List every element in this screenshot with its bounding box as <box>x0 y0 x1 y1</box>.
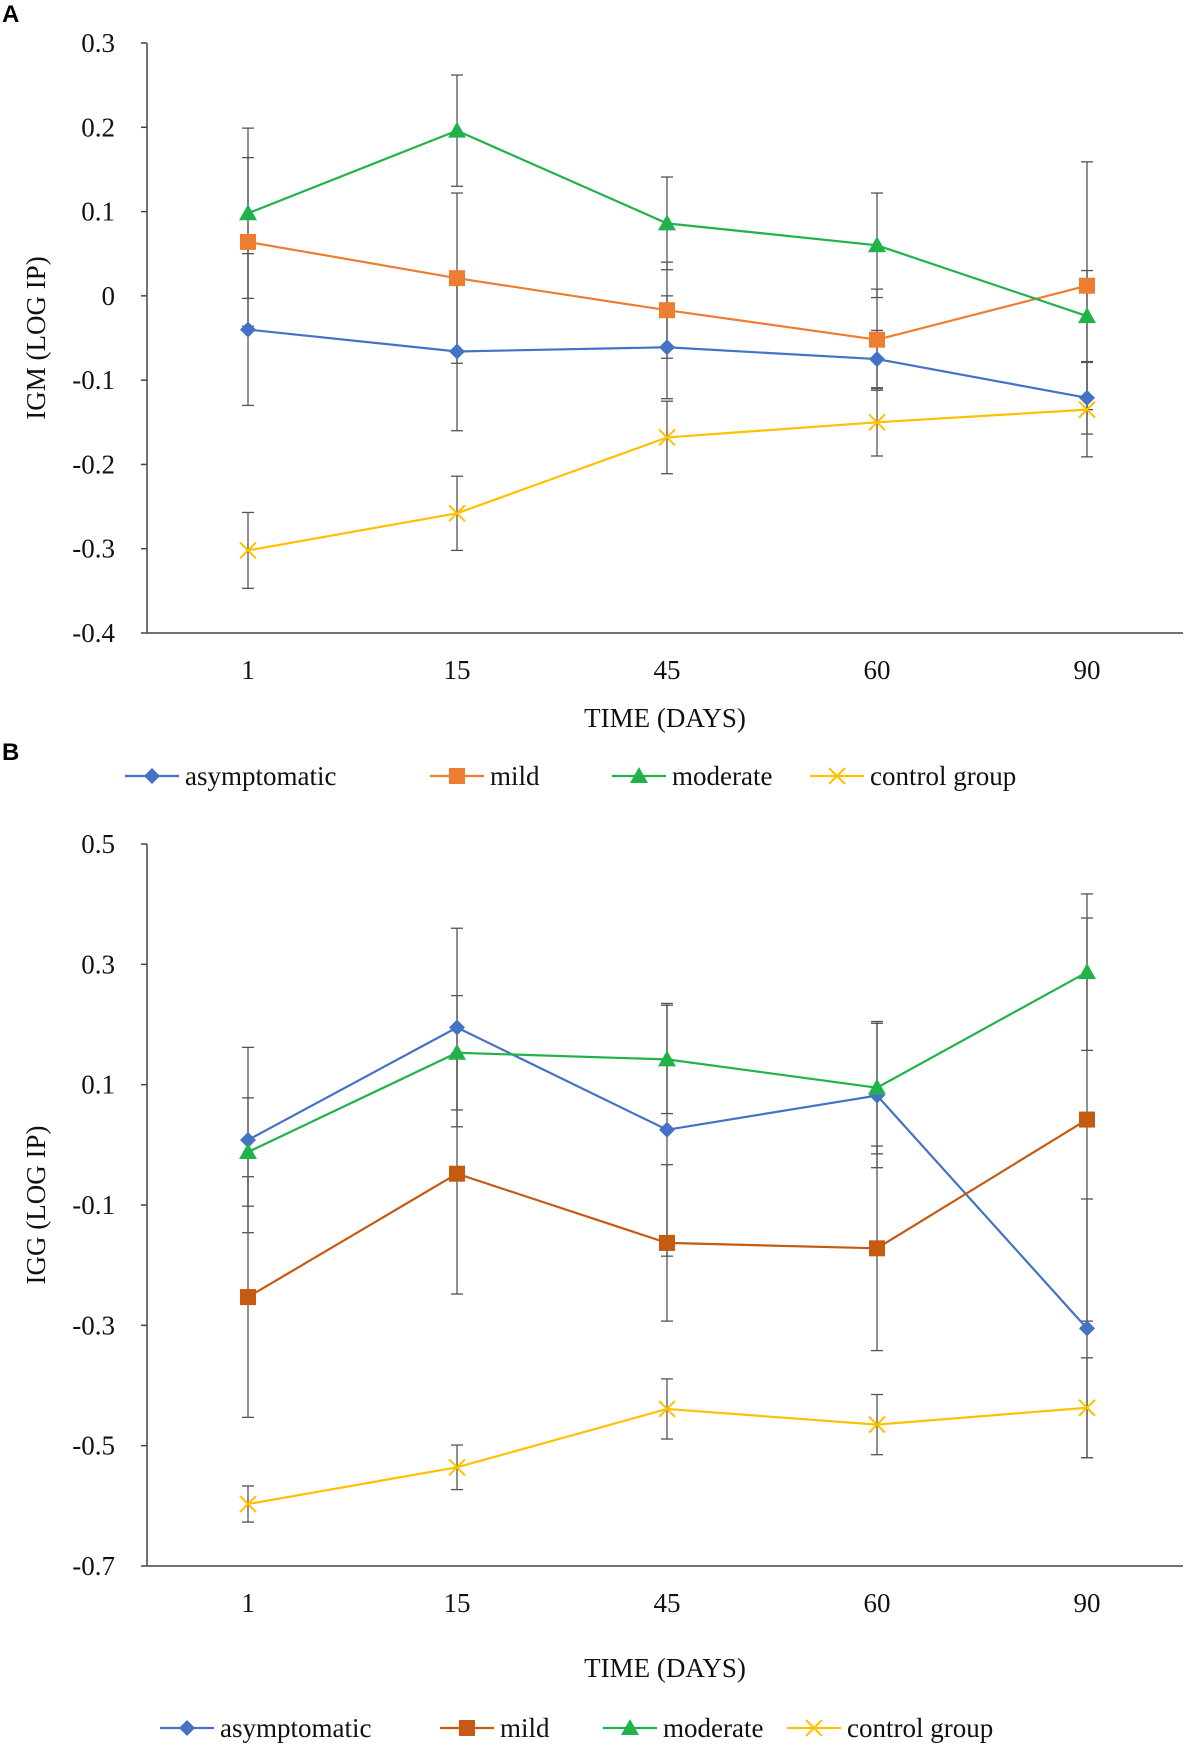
panel-a-legend-mild: mild <box>430 761 540 791</box>
panel-b-moderate-point <box>1078 963 1096 980</box>
panel-a-legend-mild-label: mild <box>490 761 540 791</box>
panel-a-legend-control-group-label: control group <box>870 761 1016 791</box>
panel-a-moderate-point <box>868 236 886 253</box>
panel-a-legend-asymptomatic: asymptomatic <box>125 761 336 791</box>
panel-b-legend-control-group-marker <box>805 1719 823 1737</box>
panel-a-x-tick-label: 15 <box>444 655 471 685</box>
panel-a-y-axis-title: IGM (LOG IP) <box>21 256 51 419</box>
panel-a-moderate-point <box>448 121 466 138</box>
panel-b-mild-point <box>449 1165 465 1182</box>
panel-a-mild-point <box>240 233 256 250</box>
panel-a-moderate-point <box>1078 307 1096 324</box>
panel-a-x-tick-label: 45 <box>654 655 681 685</box>
panel-a-x-tick-label: 90 <box>1074 655 1101 685</box>
panel-b-control-group-point <box>658 1400 676 1418</box>
panel-b-control-group-point <box>1078 1399 1096 1417</box>
panel-a-y-tick-label: 0.1 <box>81 197 115 227</box>
panel-b-legend-control-group-label: control group <box>847 1713 993 1743</box>
panel-b-y-tick-label: -0.3 <box>72 1310 115 1340</box>
panel-b-asymptomatic-point <box>659 1121 675 1138</box>
panel-a-control-group-point <box>1078 400 1096 419</box>
panel-b-x-tick-label: 90 <box>1074 1588 1101 1618</box>
panel-a-letter: A <box>2 1 19 28</box>
panel-b-y-axis-title: IGG (LOG IP) <box>21 1126 51 1285</box>
panel-b-y-tick-label: 0.1 <box>81 1070 115 1100</box>
panel-a-y-tick-label: -0.4 <box>72 618 115 648</box>
panel-b-legend-moderate: moderate <box>603 1713 763 1743</box>
panel-a-control-group-point <box>239 541 257 560</box>
panel-a-legend-moderate-marker <box>630 767 648 783</box>
panel-b-asymptomatic-point <box>240 1132 256 1149</box>
panel-a-y-tick-label: 0.3 <box>81 28 115 58</box>
panel-a-x-tick-label: 60 <box>864 655 891 685</box>
panel-b-legend-asymptomatic-label: asymptomatic <box>220 1713 371 1743</box>
panel-b-x-axis-title: TIME (DAYS) <box>584 1653 746 1683</box>
panel-a-asymptomatic-point <box>659 339 675 356</box>
panel-a-legend-control-group-marker <box>828 767 846 785</box>
panel-b-moderate-point <box>868 1078 886 1095</box>
panel-a-x-tick-label: 1 <box>241 655 255 685</box>
panel-b-chart: 0.5 0.3 0.1 -0.1 -0.3 -0.5 -0.7 1 15 45 60 90 TIME (… <box>21 829 1183 1743</box>
panel-b-x-tick-label: 1 <box>241 1588 255 1618</box>
panel-a-mild-point <box>659 302 675 319</box>
panel-a-legend-asymptomatic-marker <box>144 768 160 784</box>
panel-a-legend-mild-marker <box>449 768 465 784</box>
panel-a-mild-point <box>869 331 885 348</box>
panel-b-y-tick-label: -0.7 <box>72 1551 115 1581</box>
panel-b-legend-asymptomatic: asymptomatic <box>160 1713 371 1743</box>
panel-b-legend-asymptomatic-marker <box>179 1720 195 1736</box>
panel-a-control-group-point <box>658 428 676 447</box>
panel-b-control-group-point <box>868 1415 886 1434</box>
panel-a-asymptomatic-point <box>1079 389 1095 406</box>
panel-b-legend-mild: mild <box>440 1713 550 1743</box>
panel-a-y-tick-label: -0.2 <box>72 449 115 479</box>
panel-b-control-group-point <box>239 1495 257 1513</box>
panel-b-y-tick-label: 0.3 <box>81 949 115 979</box>
panel-b-moderate-point <box>658 1050 676 1067</box>
panel-a-legend-control-group: control group <box>810 761 1016 791</box>
panel-a-asymptomatic-point <box>240 321 256 338</box>
panel-b-y-tick-label: -0.1 <box>72 1190 115 1220</box>
panel-b-mild-point <box>869 1240 885 1257</box>
panel-b-y-tick-label: -0.5 <box>72 1431 115 1461</box>
panel-a-legend-moderate-label: moderate <box>672 761 772 791</box>
panel-a-y-tick-label: 0.2 <box>81 112 115 142</box>
panel-b-letter: B <box>2 739 19 766</box>
panel-b-legend-mild-marker <box>459 1720 475 1736</box>
panel-b-mild-point <box>1079 1111 1095 1128</box>
panel-a-y-tick-label: -0.3 <box>72 534 115 564</box>
panel-b-moderate-point <box>448 1043 466 1060</box>
panel-b-y-tick-label: 0.5 <box>81 829 115 859</box>
panel-b-mild-point <box>659 1234 675 1251</box>
panel-b-legend-mild-label: mild <box>500 1713 550 1743</box>
panel-b-x-tick-label: 45 <box>654 1588 681 1618</box>
panel-a-asymptomatic-point <box>449 343 465 360</box>
panel-b-x-tick-label: 15 <box>444 1588 471 1618</box>
panel-b-legend-control-group: control group <box>787 1713 993 1743</box>
panel-a-legend-asymptomatic-label: asymptomatic <box>185 761 336 791</box>
panel-a-moderate-point <box>239 204 257 221</box>
panel-a-legend-moderate: moderate <box>612 761 772 791</box>
panel-a-y-tick-label: 0 <box>102 281 116 311</box>
panel-b-mild-point <box>240 1289 256 1306</box>
panel-b-x-tick-label: 60 <box>864 1588 891 1618</box>
panel-b-legend-moderate-marker <box>621 1719 639 1735</box>
panel-a-control-group-point <box>448 504 466 523</box>
panel-a-x-axis-title: TIME (DAYS) <box>584 703 746 733</box>
panel-a-control-group-point <box>868 413 886 431</box>
panel-b-moderate-point <box>239 1143 257 1160</box>
panel-a-mild-point <box>449 270 465 287</box>
panel-b-control-group-point <box>448 1458 466 1477</box>
panel-b-asymptomatic-point <box>1079 1320 1095 1337</box>
panel-a-asymptomatic-point <box>869 351 885 368</box>
panel-b-legend-moderate-label: moderate <box>663 1713 763 1743</box>
panel-a-y-tick-label: -0.1 <box>72 365 115 395</box>
panel-a-moderate-point <box>658 214 676 231</box>
panel-b-asymptomatic-point <box>449 1019 465 1036</box>
panel-a-mild-point <box>1079 277 1095 294</box>
panel-a-chart: 0.3 0.2 0.1 0 -0.1 -0.2 -0.3 -0.4 1 15 45 60 90 TIME … <box>21 28 1183 791</box>
